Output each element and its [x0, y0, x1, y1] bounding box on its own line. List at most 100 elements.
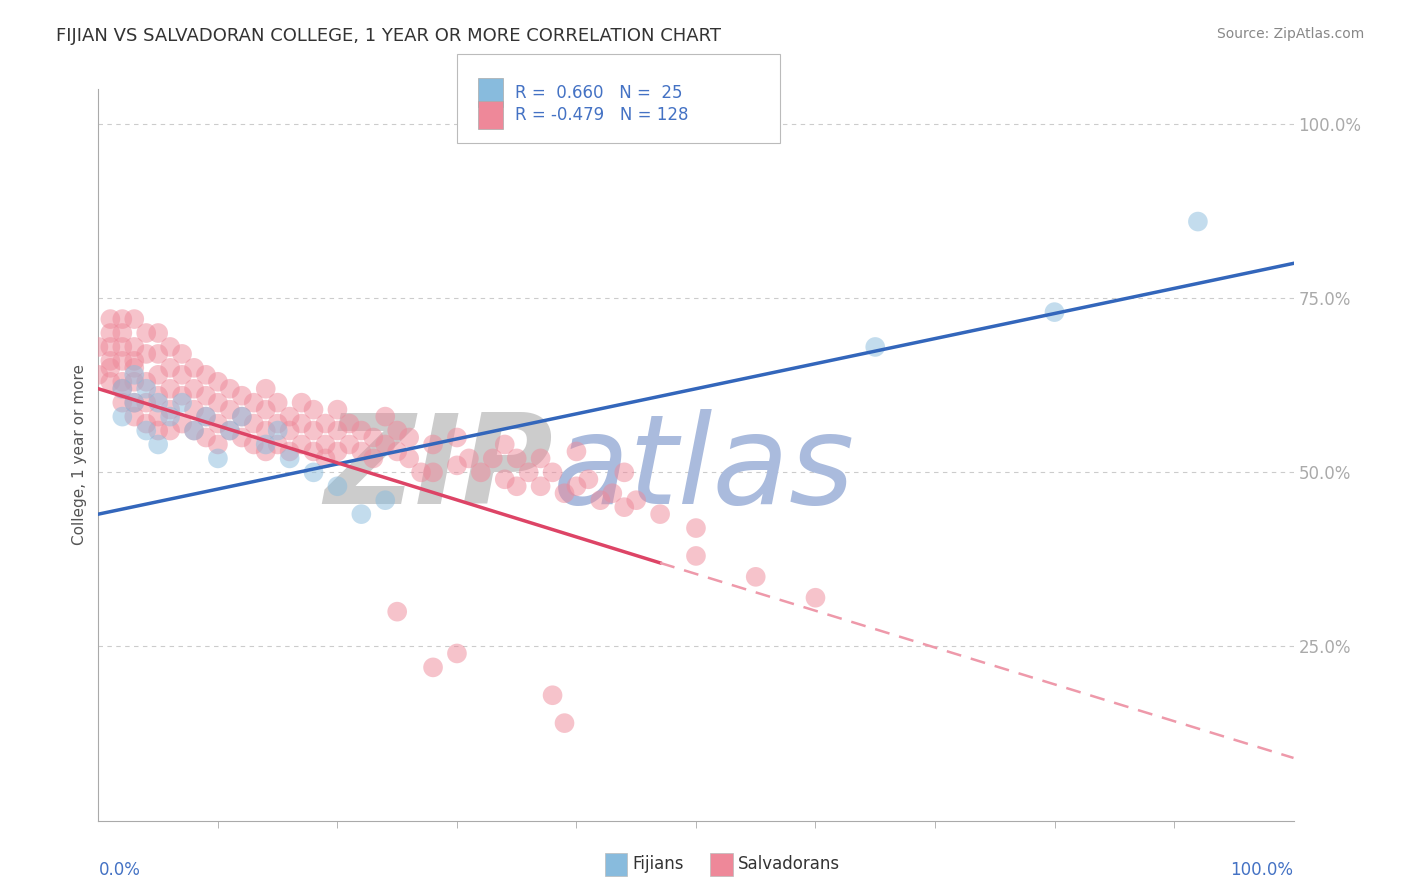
Point: [111, 395, 134, 409]
Point: [135, 424, 157, 438]
Point: [159, 360, 181, 375]
Point: [98, 375, 122, 389]
Point: [446, 458, 468, 473]
Point: [148, 437, 170, 451]
Point: [648, 507, 672, 521]
Point: [541, 688, 564, 702]
Point: [98, 326, 122, 340]
Point: [98, 312, 122, 326]
Point: [111, 382, 134, 396]
Point: [219, 424, 242, 438]
Point: [565, 479, 588, 493]
Point: [267, 395, 290, 409]
Point: [219, 402, 242, 417]
Point: [458, 451, 481, 466]
Point: [326, 402, 349, 417]
Point: [183, 424, 205, 438]
Point: [231, 389, 253, 403]
Point: [172, 389, 194, 403]
Point: [422, 660, 444, 674]
Point: [148, 395, 170, 409]
Point: [124, 312, 146, 326]
Y-axis label: College, 1 year or more: College, 1 year or more: [72, 365, 87, 545]
Point: [159, 382, 181, 396]
Point: [111, 326, 134, 340]
Point: [159, 340, 181, 354]
Point: [124, 395, 146, 409]
Point: [350, 444, 373, 458]
Point: [148, 389, 170, 403]
Point: [291, 417, 314, 431]
Point: [374, 493, 396, 508]
Point: [111, 340, 134, 354]
Point: [172, 417, 194, 431]
Point: [148, 409, 170, 424]
Point: [87, 340, 110, 354]
Point: [302, 424, 325, 438]
Point: [506, 479, 529, 493]
Text: 100.0%: 100.0%: [1230, 861, 1294, 879]
Point: [315, 437, 337, 451]
Point: [207, 395, 229, 409]
Point: [278, 409, 301, 424]
Point: [267, 424, 290, 438]
Point: [98, 360, 122, 375]
Point: [243, 437, 266, 451]
Text: 0.0%: 0.0%: [98, 861, 141, 879]
Point: [148, 326, 170, 340]
Point: [159, 402, 181, 417]
Point: [363, 430, 385, 444]
Point: [124, 409, 146, 424]
Point: [87, 368, 110, 382]
Point: [470, 466, 492, 480]
Point: [195, 409, 218, 424]
Point: [374, 437, 396, 451]
Point: [243, 417, 266, 431]
Point: [745, 570, 768, 584]
Point: [148, 368, 170, 382]
Point: [148, 424, 170, 438]
Text: Source: ZipAtlas.com: Source: ZipAtlas.com: [1216, 27, 1364, 41]
Point: [124, 375, 146, 389]
Point: [494, 472, 516, 486]
Point: [481, 451, 505, 466]
Point: [135, 395, 157, 409]
Point: [278, 424, 301, 438]
Point: [422, 437, 444, 451]
Point: [148, 347, 170, 361]
Point: [613, 500, 636, 515]
Point: [183, 360, 205, 375]
Point: [530, 479, 553, 493]
Point: [195, 430, 218, 444]
Point: [385, 424, 409, 438]
Point: [231, 409, 253, 424]
Point: [124, 360, 146, 375]
Point: [685, 549, 707, 563]
Point: [124, 395, 146, 409]
Point: [219, 382, 242, 396]
Point: [207, 451, 229, 466]
Point: [363, 451, 385, 466]
Point: [350, 424, 373, 438]
Point: [278, 444, 301, 458]
Point: [398, 430, 420, 444]
Text: Salvadorans: Salvadorans: [738, 855, 841, 873]
Point: [506, 451, 529, 466]
Point: [385, 605, 409, 619]
Point: [267, 417, 290, 431]
Point: [350, 507, 373, 521]
Point: [613, 466, 636, 480]
Text: R =  0.660   N =  25: R = 0.660 N = 25: [515, 84, 682, 102]
Point: [172, 395, 194, 409]
Point: [254, 437, 277, 451]
Point: [135, 382, 157, 396]
Point: [135, 375, 157, 389]
Point: [411, 466, 433, 480]
Point: [517, 466, 540, 480]
Point: [195, 389, 218, 403]
Point: [302, 466, 325, 480]
Point: [98, 340, 122, 354]
Point: [172, 347, 194, 361]
Point: [124, 340, 146, 354]
Point: [339, 417, 361, 431]
